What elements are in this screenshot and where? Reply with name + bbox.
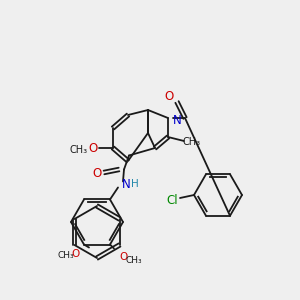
Text: O: O xyxy=(92,167,102,180)
Text: CH₃: CH₃ xyxy=(183,137,201,147)
Text: O: O xyxy=(119,251,127,262)
Text: H: H xyxy=(131,179,139,190)
Text: CH₃: CH₃ xyxy=(58,251,74,260)
Text: CH₃: CH₃ xyxy=(126,256,142,265)
Text: N: N xyxy=(122,178,131,191)
Text: O: O xyxy=(88,142,98,155)
Text: O: O xyxy=(164,89,174,103)
Text: Cl: Cl xyxy=(166,194,178,206)
Text: CH₃: CH₃ xyxy=(70,145,88,155)
Text: N: N xyxy=(173,113,182,127)
Text: O: O xyxy=(72,248,80,259)
